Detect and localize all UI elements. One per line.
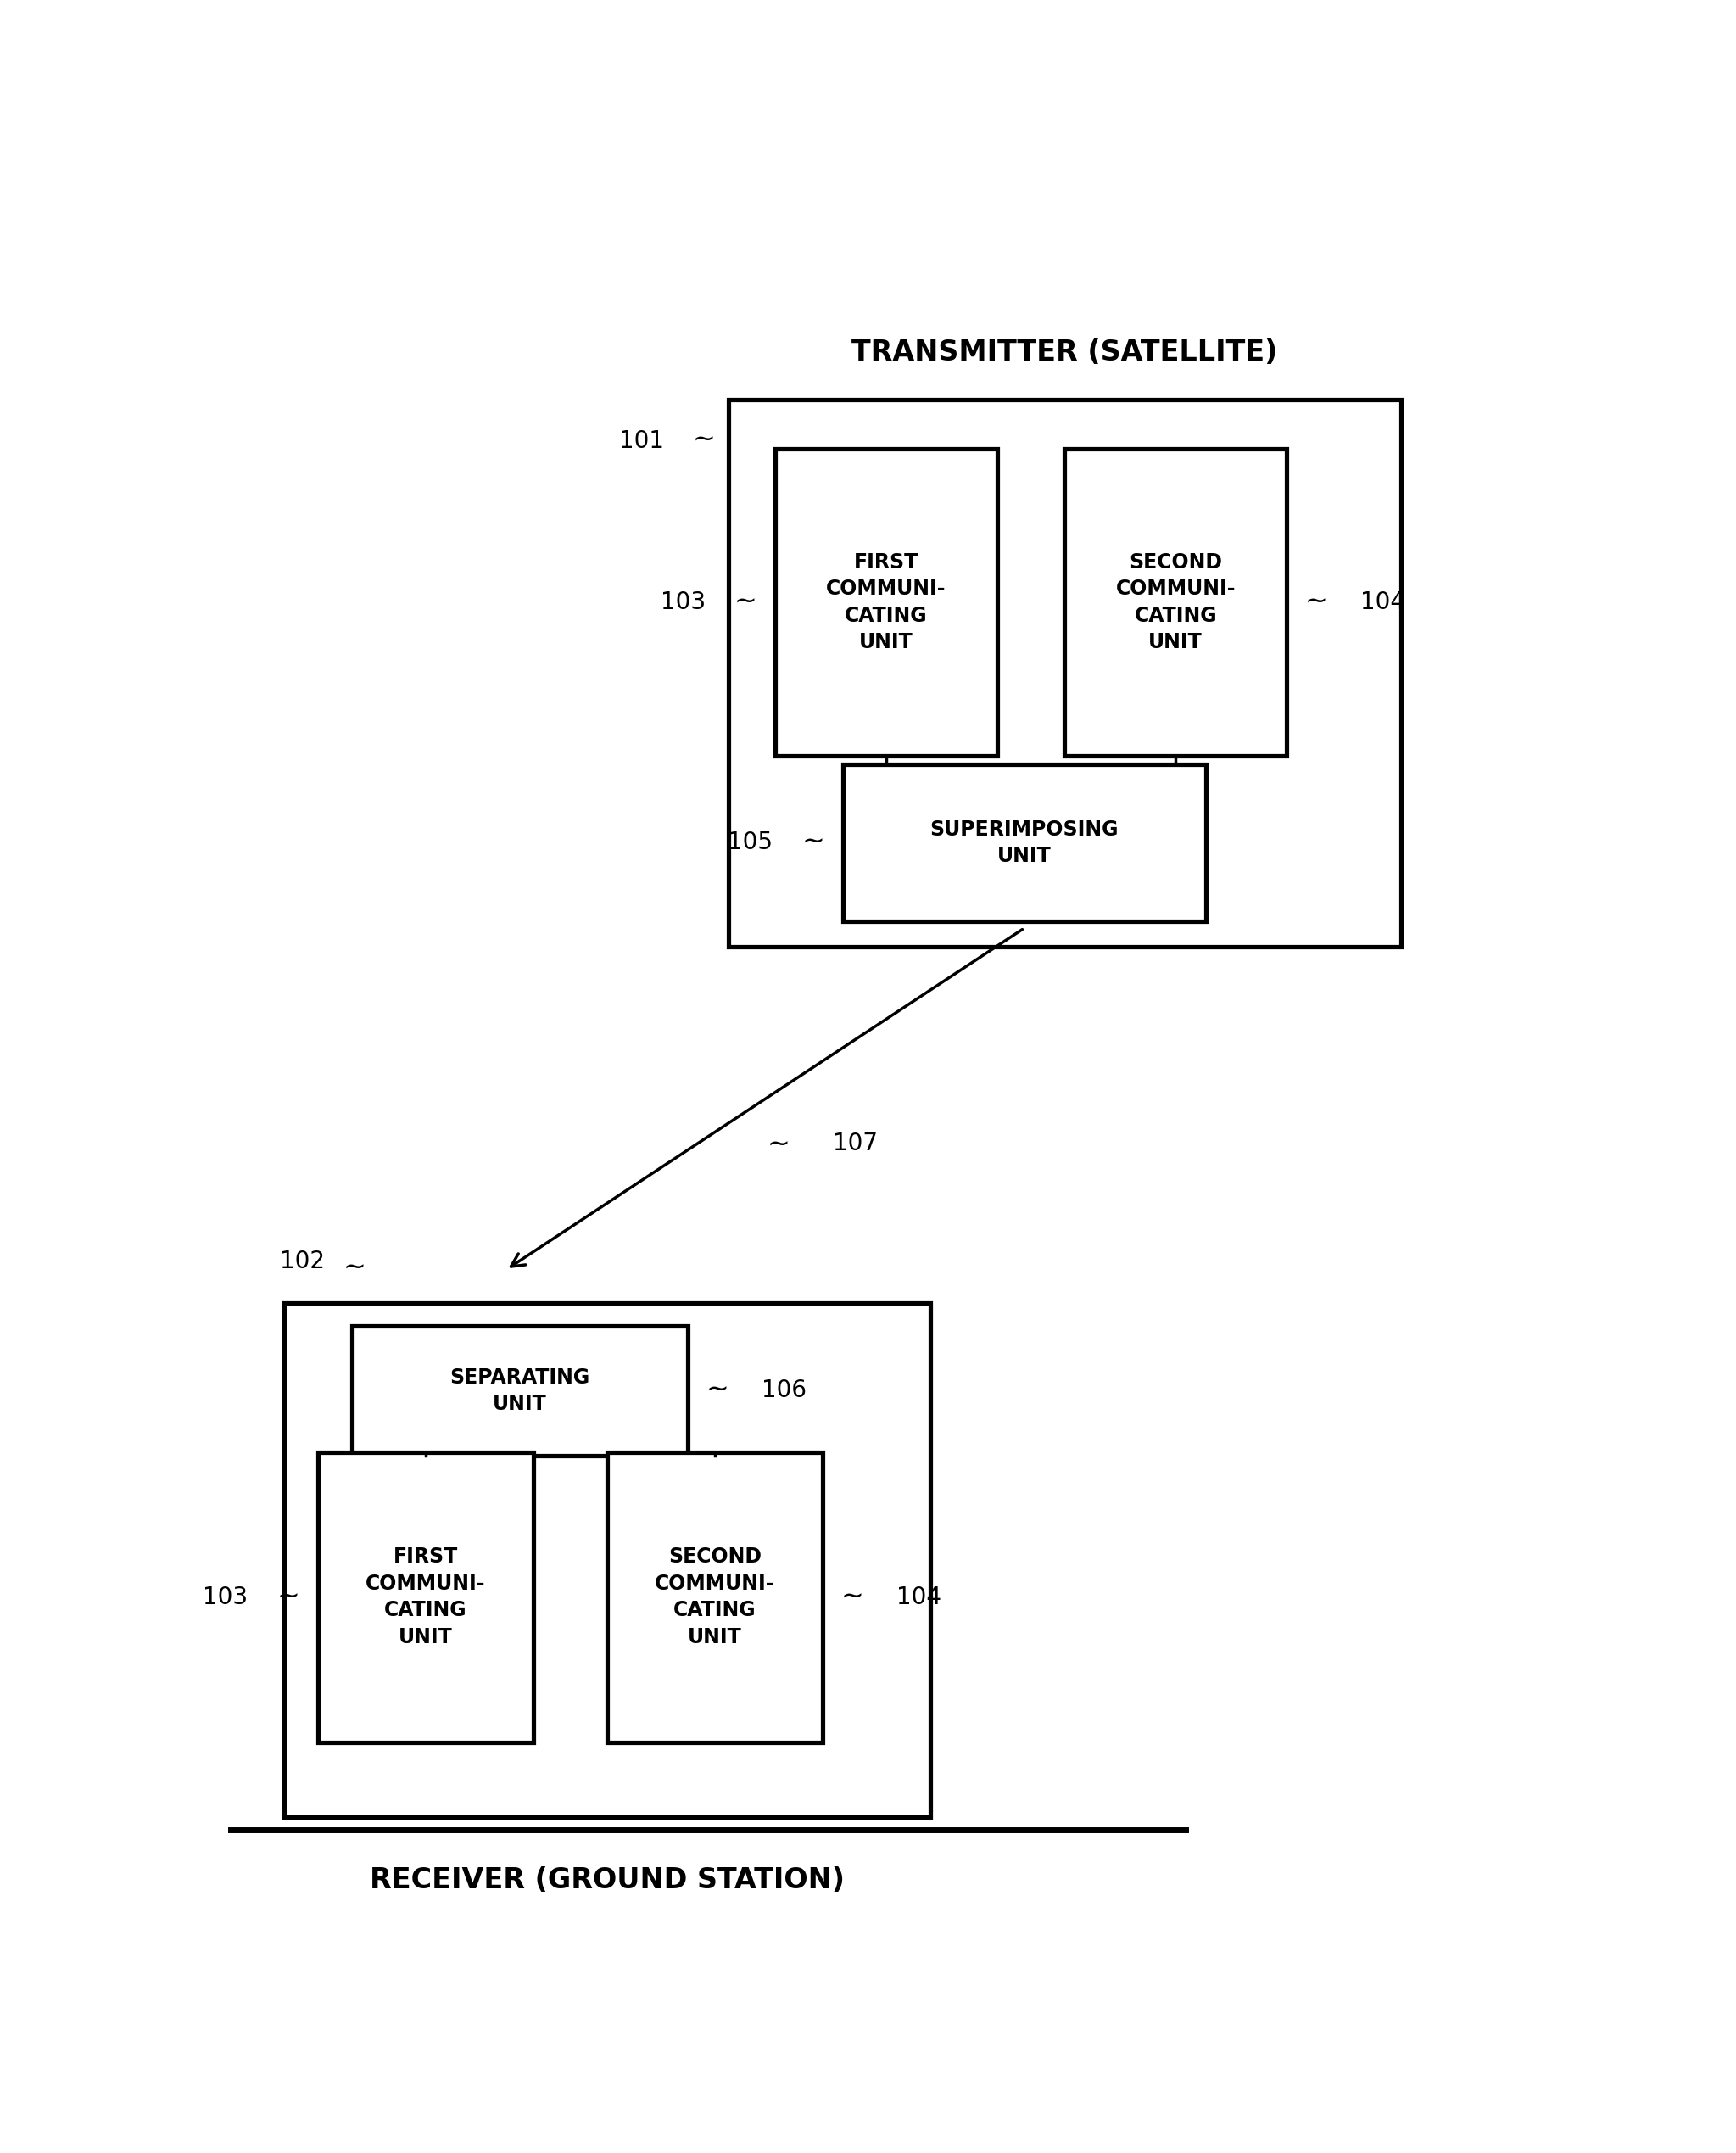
Text: ~: ~ [734,590,757,616]
Text: ~: ~ [342,1255,366,1281]
Text: FIRST
COMMUNI-
CATING
UNIT: FIRST COMMUNI- CATING UNIT [366,1546,486,1647]
Bar [285,1303,930,1817]
Bar [608,1451,823,1742]
Text: RECEIVER (GROUND STATION): RECEIVER (GROUND STATION) [370,1867,845,1895]
Text: SECOND
COMMUNI-
CATING
UNIT: SECOND COMMUNI- CATING UNIT [654,1546,774,1647]
Text: FIRST
COMMUNI-
CATING
UNIT: FIRST COMMUNI- CATING UNIT [826,551,946,652]
Text: 105: 105 [727,831,773,855]
Text: 104: 104 [1361,590,1406,614]
Text: 107: 107 [833,1132,877,1156]
Text: SECOND
COMMUNI-
CATING
UNIT: SECOND COMMUNI- CATING UNIT [1116,551,1236,652]
Bar [1064,450,1286,756]
Text: ~: ~ [767,1132,790,1158]
Text: ~: ~ [693,428,715,454]
Text: SEPARATING
UNIT: SEPARATING UNIT [450,1367,590,1415]
Text: 101: 101 [618,428,663,452]
Text: 102: 102 [279,1249,325,1272]
Bar [729,398,1401,947]
Text: ~: ~ [840,1585,863,1610]
Text: 103: 103 [660,590,705,614]
Bar [318,1451,533,1742]
Text: 106: 106 [762,1378,807,1402]
Text: ~: ~ [802,829,825,857]
Text: ~: ~ [1305,590,1328,616]
Text: 104: 104 [896,1585,941,1608]
Bar [351,1326,687,1455]
Text: ~: ~ [278,1585,300,1610]
Bar [842,764,1207,921]
Text: TRANSMITTER (SATELLITE): TRANSMITTER (SATELLITE) [852,338,1278,366]
Text: SUPERIMPOSING
UNIT: SUPERIMPOSING UNIT [930,818,1118,866]
Bar [776,450,996,756]
Text: 103: 103 [203,1585,248,1608]
Text: ~: ~ [707,1378,729,1404]
